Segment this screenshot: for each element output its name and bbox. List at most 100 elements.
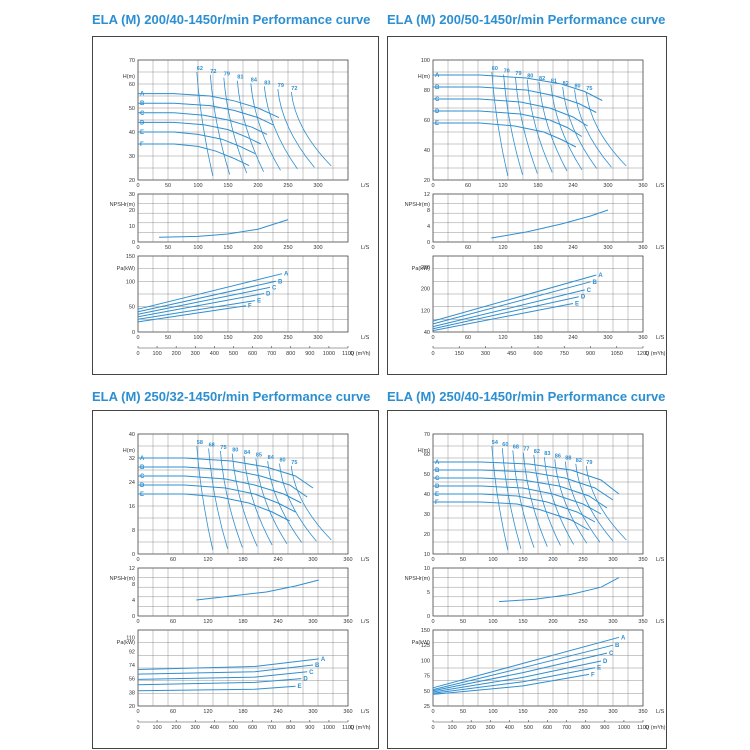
p3-power-x-tick-label: 300 xyxy=(608,709,617,715)
p2-npsh-y-tick-label: 8 xyxy=(132,582,135,588)
p0-q-axis-tick-label: 100 xyxy=(152,351,161,357)
p3-power-y-tick-label: 150 xyxy=(421,628,430,634)
p0-npsh-y-tick-label: 10 xyxy=(129,224,135,230)
p3-q-axis-tick-label: 1000 xyxy=(618,725,630,731)
p0-power-curve-D xyxy=(137,293,265,318)
p1-power-y-tick-label: 280 xyxy=(421,265,430,271)
p2-head-efficiency-label: 58 xyxy=(197,440,203,446)
p3-head-y-tick-label: 60 xyxy=(424,452,430,458)
p2-power-x-tick-label: 240 xyxy=(273,709,282,715)
p0-q-axis-tick-label: 900 xyxy=(305,351,314,357)
p1-head-efficiency-label: 70 xyxy=(504,69,510,75)
p0-q-axis-tick-label: 1000 xyxy=(323,351,335,357)
p1-head-y-tick-label: 40 xyxy=(424,148,430,154)
p1-q-axis-tick-label: 750 xyxy=(560,351,569,357)
p2-power-y-tick-label: 92 xyxy=(129,649,135,655)
p1-q-axis-tick-label: 300 xyxy=(481,351,490,357)
p2-head-y-tick-label: 0 xyxy=(132,552,135,558)
p1-npsh-x-tick-label: 0 xyxy=(431,245,434,251)
p2-head-curve-E xyxy=(138,493,290,522)
p2-power-series-label-E: E xyxy=(298,684,302,690)
p2-power-y-axis-label: Pa(kW) xyxy=(117,640,136,646)
p3-head-x-tick-label: 100 xyxy=(488,557,497,563)
p3-q-axis-tick-label: 900 xyxy=(600,725,609,731)
panel-title-2: ELA (M) 200/50-1450r/min Performance cur… xyxy=(387,12,666,27)
p1-npsh-x-tick-label: 120 xyxy=(498,245,507,251)
p0-head-efficiency-curve xyxy=(196,71,214,177)
p0-power-series-label-D: D xyxy=(266,291,271,297)
panel-title-1: ELA (M) 200/40-1450r/min Performance cur… xyxy=(92,12,371,27)
p3-npsh-y-axis-label: NPSHr(m) xyxy=(405,576,431,582)
p0-head-curve-E xyxy=(138,131,256,155)
p3-q-axis-tick-label: 1100 xyxy=(637,725,649,731)
p1-power-x-tick-label: 300 xyxy=(603,335,612,341)
p3-head-series-label-C: C xyxy=(435,476,440,482)
p3-head-series-label-D: D xyxy=(435,484,440,490)
p3-q-axis-tick-label: 100 xyxy=(447,725,456,731)
p0-head-y-tick-label: 50 xyxy=(129,106,135,112)
p3-head-y-tick-label: 70 xyxy=(424,432,430,438)
p0-head-x-tick-label: 50 xyxy=(165,183,171,189)
p2-q-axis-tick-label: 200 xyxy=(172,725,181,731)
p0-power-x-tick-label: 100 xyxy=(193,335,202,341)
p3-power-y-tick-label: 75 xyxy=(424,674,430,680)
p2-head-y-tick-label: 40 xyxy=(129,432,135,438)
p1-npsh-x-tick-label: 180 xyxy=(533,245,542,251)
p3-power-x-unit-label: L/S xyxy=(656,709,665,715)
p2-power-y-tick-label: 110 xyxy=(126,636,135,642)
p1-head-y-tick-label: 60 xyxy=(424,118,430,124)
panel-frame-4 xyxy=(387,410,667,749)
p2-head-efficiency-curve xyxy=(208,448,228,549)
p1-head-efficiency-label: 80 xyxy=(527,74,533,80)
p3-head-curve-E xyxy=(433,493,596,523)
p1-head-efficiency-label: 60 xyxy=(492,66,498,72)
p0-head-curve-D xyxy=(138,121,262,145)
p3-q-axis-tick-label: 400 xyxy=(505,725,514,731)
p0-head-x-tick-label: 250 xyxy=(283,183,292,189)
p0-head-efficiency-curve xyxy=(290,91,332,167)
p1-q-axis-tick-label: 1200 xyxy=(637,351,649,357)
p1-head-x-tick-label: 240 xyxy=(568,183,577,189)
p0-power-series-label-E: E xyxy=(257,299,261,305)
p2-npsh-y-axis-label: NPSHr(m) xyxy=(110,576,136,582)
p2-q-axis-tick-label: 500 xyxy=(229,725,238,731)
p3-head-series-label-E: E xyxy=(435,492,439,498)
p1-npsh-y-tick-label: 12 xyxy=(424,192,430,198)
p1-power-series-label-A: A xyxy=(598,273,603,279)
p2-head-efficiency-label: 80 xyxy=(279,458,285,464)
p3-npsh-y-tick-label: 0 xyxy=(427,614,430,620)
p1-power-y-tick-label: 40 xyxy=(424,330,430,336)
p1-head-efficiency-label: 75 xyxy=(586,86,592,92)
p1-head-x-unit-label: L/S xyxy=(656,183,665,189)
p2-npsh-x-tick-label: 0 xyxy=(136,619,139,625)
p2-npsh-x-tick-label: 360 xyxy=(343,619,352,625)
p2-power-y-tick-label: 56 xyxy=(129,677,135,683)
p0-head-efficiency-label: 72 xyxy=(210,69,216,75)
p2-q-axis-tick-label: 600 xyxy=(248,725,257,731)
p0-npsh-x-tick-label: 300 xyxy=(313,245,322,251)
p3-head-efficiency-curve xyxy=(522,452,548,547)
p1-head-efficiency-curve xyxy=(526,79,553,173)
p2-power-series-label-A: A xyxy=(321,657,326,663)
p0-head-efficiency-curve xyxy=(277,89,315,168)
p1-head-x-tick-label: 360 xyxy=(638,183,647,189)
p0-power-x-tick-label: 0 xyxy=(136,335,139,341)
p2-power-x-tick-label: 120 xyxy=(203,709,212,715)
p2-q-axis-tick-label: 1100 xyxy=(342,725,354,731)
p1-q-axis-tick-label: 600 xyxy=(533,351,542,357)
p2-head-y-tick-label: 16 xyxy=(129,504,135,510)
p3-head-curve-A xyxy=(433,461,620,495)
p1-head-efficiency-label: 82 xyxy=(539,76,545,82)
p1-head-series-label-D: D xyxy=(435,109,440,115)
p1-head-efficiency-curve xyxy=(562,86,598,169)
p2-head-efficiency-label: 75 xyxy=(220,445,226,451)
p1-head-x-tick-label: 0 xyxy=(431,183,434,189)
p1-head-curve-C xyxy=(433,98,588,127)
p1-head-y-tick-label: 100 xyxy=(421,58,430,64)
p2-npsh-x-tick-label: 240 xyxy=(273,619,282,625)
p1-power-x-tick-label: 0 xyxy=(431,335,434,341)
p3-npsh-curve xyxy=(498,577,620,603)
p3-power-series-label-E: E xyxy=(597,666,601,672)
p3-npsh-x-tick-label: 300 xyxy=(608,619,617,625)
